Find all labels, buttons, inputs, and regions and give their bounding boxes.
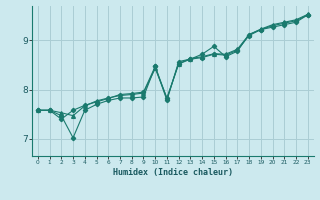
X-axis label: Humidex (Indice chaleur): Humidex (Indice chaleur) [113,168,233,177]
